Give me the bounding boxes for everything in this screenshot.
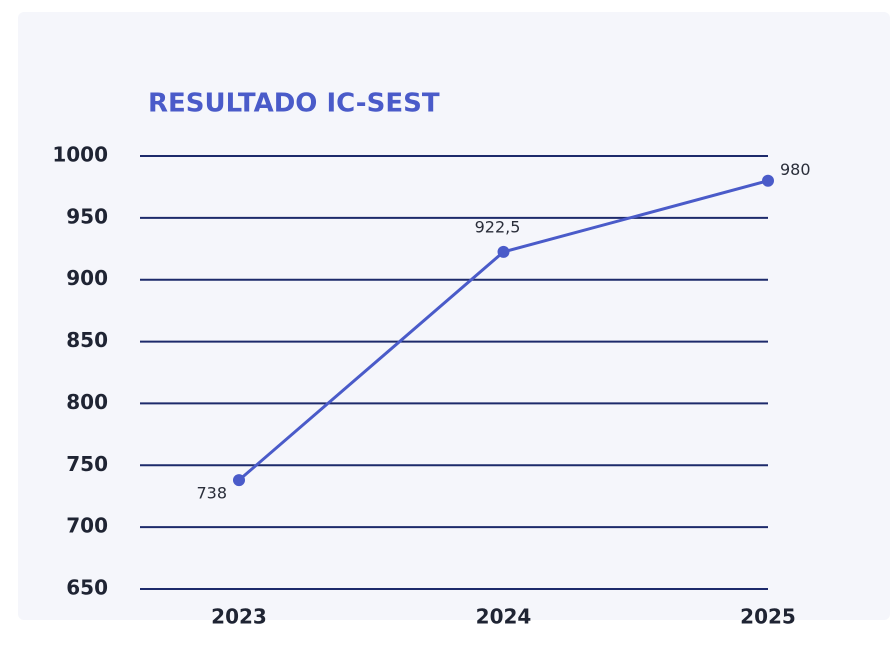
point [497,245,510,258]
y-tick-label: 800 [66,390,108,414]
point [762,174,774,187]
data-label: 922,5 [475,217,521,236]
y-tick-label: 650 [66,576,108,600]
y-tick-label: 850 [66,328,108,352]
y-tick-label: 900 [66,266,108,290]
chart-title: RESULTADO IC-SEST [148,89,440,119]
point [233,474,245,487]
y-tick-label: 950 [66,204,108,228]
x-tick-label: 2023 [211,605,267,629]
y-tick-label: 1000 [52,143,108,167]
data-label: 980 [780,160,811,179]
card [18,12,890,620]
y-tick-label: 750 [66,452,108,476]
y-tick-label: 700 [66,514,108,538]
data-label: 738 [196,484,227,503]
x-tick-label: 2024 [476,605,532,629]
x-tick-label: 2025 [740,605,796,629]
